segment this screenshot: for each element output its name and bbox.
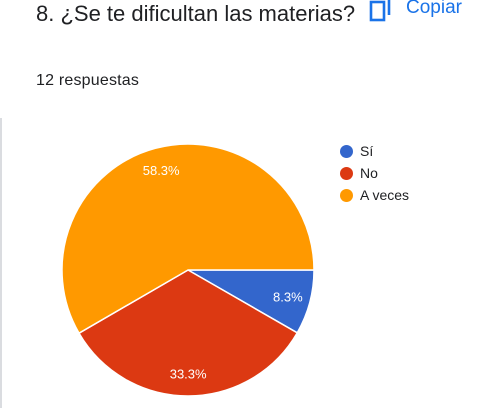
legend-label: Sí <box>360 143 374 159</box>
copy-button-label: Copiar <box>406 0 462 18</box>
legend-item-1[interactable]: Sí <box>340 142 409 160</box>
pie-slice-label-1: 8.3% <box>273 290 303 305</box>
legend-label: A veces <box>360 187 410 203</box>
chart-legend: Sí No A veces <box>340 142 409 204</box>
pie-slice-2[interactable] <box>77 269 299 397</box>
legend-item-2[interactable]: No <box>340 164 409 182</box>
copy-button[interactable]: Copiar <box>368 0 462 22</box>
pie-slice-label-3: 58.3% <box>143 163 180 178</box>
legend-color-dot <box>340 144 353 158</box>
pie-slice-3[interactable] <box>61 143 315 335</box>
legend-color-dot <box>340 166 353 180</box>
copy-icon <box>368 0 394 22</box>
question-title: 8. ¿Se te dificultan las materias? <box>36 1 356 26</box>
pie-slice-label-2: 33.3% <box>170 366 207 381</box>
response-count: 12 respuestas <box>36 72 140 89</box>
legend-item-3[interactable]: A veces <box>340 186 409 204</box>
legend-color-dot <box>340 188 353 202</box>
legend-label: No <box>360 165 378 181</box>
card-left-border <box>0 118 2 408</box>
